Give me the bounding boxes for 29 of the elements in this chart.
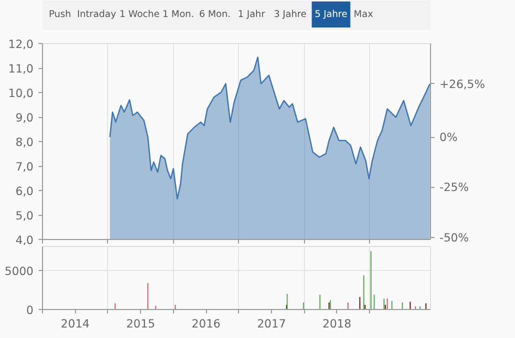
category-label: 1 Mon.	[162, 9, 194, 20]
x-tick-label: 2016	[192, 316, 221, 330]
category-label: 6 Mon.	[199, 9, 231, 20]
category-label: 5 Jahre	[314, 9, 348, 20]
y-tick-label: 5000	[4, 264, 34, 278]
y2-tick-label: +26,5%	[440, 76, 486, 91]
category-label: 3 Jahre	[274, 9, 307, 20]
y-tick-label: 11,0	[8, 62, 34, 76]
y-tick-label: 6,0	[15, 184, 34, 198]
y-tick-label: 7,0	[15, 160, 34, 174]
y2-tick-label: -25%	[440, 180, 469, 194]
y-tick-label: 12,0	[8, 37, 34, 51]
y-tick-label: 9,0	[15, 110, 34, 124]
x-tick-label: 2017	[257, 316, 286, 330]
x-tick-label: 2018	[322, 316, 352, 330]
category-label: 1 Woche	[120, 9, 160, 20]
category-label: Intraday	[77, 9, 117, 20]
x-tick-label: 2014	[60, 316, 90, 330]
category-label: 1 Jahr	[238, 9, 266, 20]
y2-tick-label: -50%	[440, 230, 469, 244]
y-tick-label: 8,0	[15, 135, 34, 149]
category-label: Push	[48, 9, 72, 20]
y-tick-label: 5,0	[15, 208, 34, 222]
x-tick-label: 2015	[126, 316, 156, 330]
y-tick-label: 4,0	[15, 233, 34, 247]
category-label: Max	[354, 9, 374, 20]
y-tick-label: 10,0	[8, 86, 34, 100]
y-tick-label: 0	[26, 303, 34, 317]
y2-tick-label: 0%	[440, 130, 458, 144]
